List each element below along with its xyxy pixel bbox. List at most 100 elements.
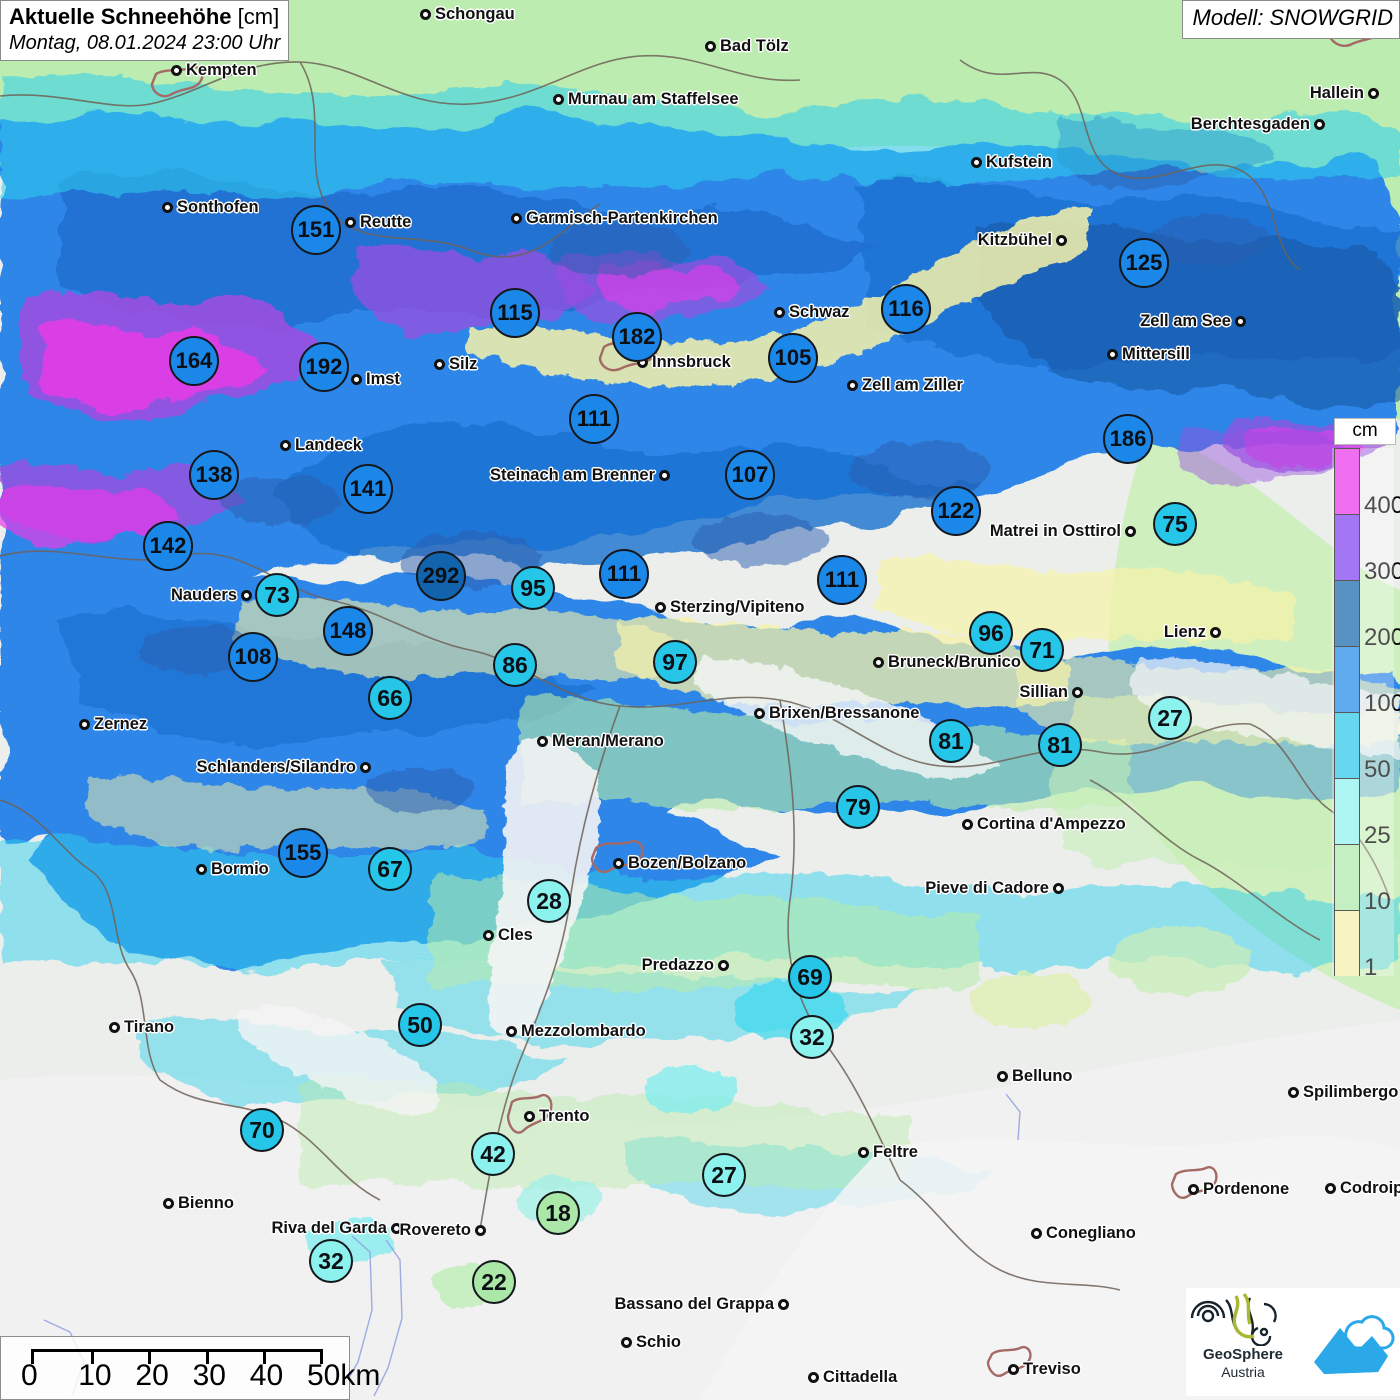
legend-swatch — [1334, 646, 1360, 712]
station-value-marker[interactable]: 32 — [309, 1239, 353, 1283]
city-label: Garmisch-Partenkirchen — [511, 209, 718, 228]
station-value-marker[interactable]: 67 — [368, 847, 412, 891]
legend-swatch — [1334, 448, 1360, 514]
geosphere-mark-icon — [1190, 1292, 1277, 1347]
station-value-marker[interactable]: 148 — [323, 606, 373, 656]
scale-label: 0 — [21, 1359, 38, 1392]
city-marker-icon — [705, 41, 716, 52]
city-marker-icon — [1008, 1364, 1019, 1375]
city-marker-icon — [537, 736, 548, 747]
station-value-marker[interactable]: 81 — [1038, 723, 1082, 767]
station-value-marker[interactable]: 138 — [189, 450, 239, 500]
station-value-marker[interactable]: 125 — [1119, 238, 1169, 288]
city-label: Matrei in Osttirol — [990, 522, 1136, 541]
station-value-marker[interactable]: 141 — [343, 464, 393, 514]
city-name: Sonthofen — [177, 198, 259, 216]
station-value-marker[interactable]: 28 — [527, 879, 571, 923]
city-name: Codroipo — [1340, 1179, 1400, 1197]
station-value-marker[interactable]: 151 — [291, 205, 341, 255]
city-name: Imst — [366, 370, 400, 388]
station-value-marker[interactable]: 115 — [490, 288, 540, 338]
station-value-marker[interactable]: 70 — [240, 1108, 284, 1152]
city-marker-icon — [754, 708, 765, 719]
city-name: Schio — [636, 1333, 681, 1351]
city-label: Riva del Garda — [271, 1219, 402, 1238]
city-label: Tirano — [109, 1018, 174, 1037]
city-label: Zell am See — [1140, 312, 1246, 331]
station-value-marker[interactable]: 50 — [398, 1003, 442, 1047]
station-value-marker[interactable]: 86 — [493, 643, 537, 687]
station-value-marker[interactable]: 32 — [790, 1015, 834, 1059]
city-name: Murnau am Staffelsee — [568, 90, 739, 108]
station-value-marker[interactable]: 111 — [599, 549, 649, 599]
station-value-marker[interactable]: 111 — [817, 555, 867, 605]
city-name: Spilimbergo — [1303, 1083, 1399, 1101]
city-name: Zell am See — [1140, 312, 1231, 330]
station-value-marker[interactable]: 66 — [368, 676, 412, 720]
station-value-marker[interactable]: 122 — [931, 486, 981, 536]
city-marker-icon — [1188, 1184, 1199, 1195]
city-label: Treviso — [1008, 1360, 1081, 1379]
city-label: Murnau am Staffelsee — [553, 90, 739, 109]
legend-tick: 200 — [1364, 624, 1400, 651]
station-value-marker[interactable]: 164 — [169, 336, 219, 386]
station-value-marker[interactable]: 142 — [143, 521, 193, 571]
station-value-marker[interactable]: 105 — [768, 333, 818, 383]
city-name: Tirano — [124, 1018, 175, 1036]
city-marker-icon — [1368, 88, 1379, 99]
station-value-marker[interactable]: 155 — [278, 828, 328, 878]
station-value-marker[interactable]: 81 — [929, 719, 973, 763]
city-label: Zell am Ziller — [847, 376, 963, 395]
station-value-marker[interactable]: 97 — [653, 640, 697, 684]
city-marker-icon — [434, 359, 445, 370]
station-value-marker[interactable]: 27 — [1148, 696, 1192, 740]
city-name: Lienz — [1163, 623, 1206, 641]
station-value-marker[interactable]: 75 — [1153, 502, 1197, 546]
station-value-marker[interactable]: 95 — [511, 566, 555, 610]
scale-label: 40 — [249, 1359, 284, 1392]
city-name: Berchtesgaden — [1190, 115, 1310, 133]
station-value-marker[interactable]: 111 — [569, 394, 619, 444]
city-name: Bruneck/Brunico — [888, 653, 1021, 671]
city-marker-icon — [873, 657, 884, 668]
city-marker-icon — [659, 470, 670, 481]
station-value-marker[interactable]: 79 — [836, 785, 880, 829]
station-value-marker[interactable]: 73 — [255, 573, 299, 617]
city-name: Kempten — [186, 61, 257, 79]
station-value-marker[interactable]: 292 — [416, 551, 466, 601]
station-value-marker[interactable]: 42 — [471, 1132, 515, 1176]
city-marker-icon — [1325, 1183, 1336, 1194]
city-marker-icon — [1056, 235, 1067, 246]
station-value-marker[interactable]: 116 — [881, 284, 931, 334]
city-marker-icon — [79, 719, 90, 730]
station-value-marker[interactable]: 96 — [969, 611, 1013, 655]
station-value-marker[interactable]: 108 — [228, 632, 278, 682]
city-marker-icon — [1288, 1087, 1299, 1098]
city-name: Cles — [498, 926, 533, 944]
scale-tick — [91, 1352, 95, 1364]
station-value-marker[interactable]: 22 — [472, 1260, 516, 1304]
station-value-marker[interactable]: 186 — [1103, 414, 1153, 464]
city-label: Lienz — [1164, 623, 1221, 642]
city-name: Kufstein — [986, 153, 1052, 171]
station-value-marker[interactable]: 192 — [299, 342, 349, 392]
city-label: Kempten — [171, 61, 257, 80]
city-label: Bad Tölz — [705, 37, 789, 56]
city-name: Schongau — [435, 5, 515, 23]
city-label: Brixen/Bressanone — [754, 704, 919, 723]
city-label: Hallein — [1310, 84, 1379, 103]
city-name: Nauders — [170, 586, 237, 604]
station-value-marker[interactable]: 18 — [536, 1191, 580, 1235]
city-name: Innsbruck — [652, 353, 731, 371]
station-value-marker[interactable]: 71 — [1020, 628, 1064, 672]
city-name: Treviso — [1023, 1360, 1081, 1378]
city-name: Bad Tölz — [720, 37, 789, 55]
station-value-marker[interactable]: 69 — [788, 955, 832, 999]
station-value-marker[interactable]: 107 — [725, 450, 775, 500]
station-value-marker[interactable]: 182 — [612, 312, 662, 362]
scale-label: 10 — [78, 1359, 112, 1392]
city-name: Pieve di Cadore — [925, 879, 1049, 897]
station-value-marker[interactable]: 27 — [702, 1153, 746, 1197]
city-marker-icon — [718, 960, 729, 971]
